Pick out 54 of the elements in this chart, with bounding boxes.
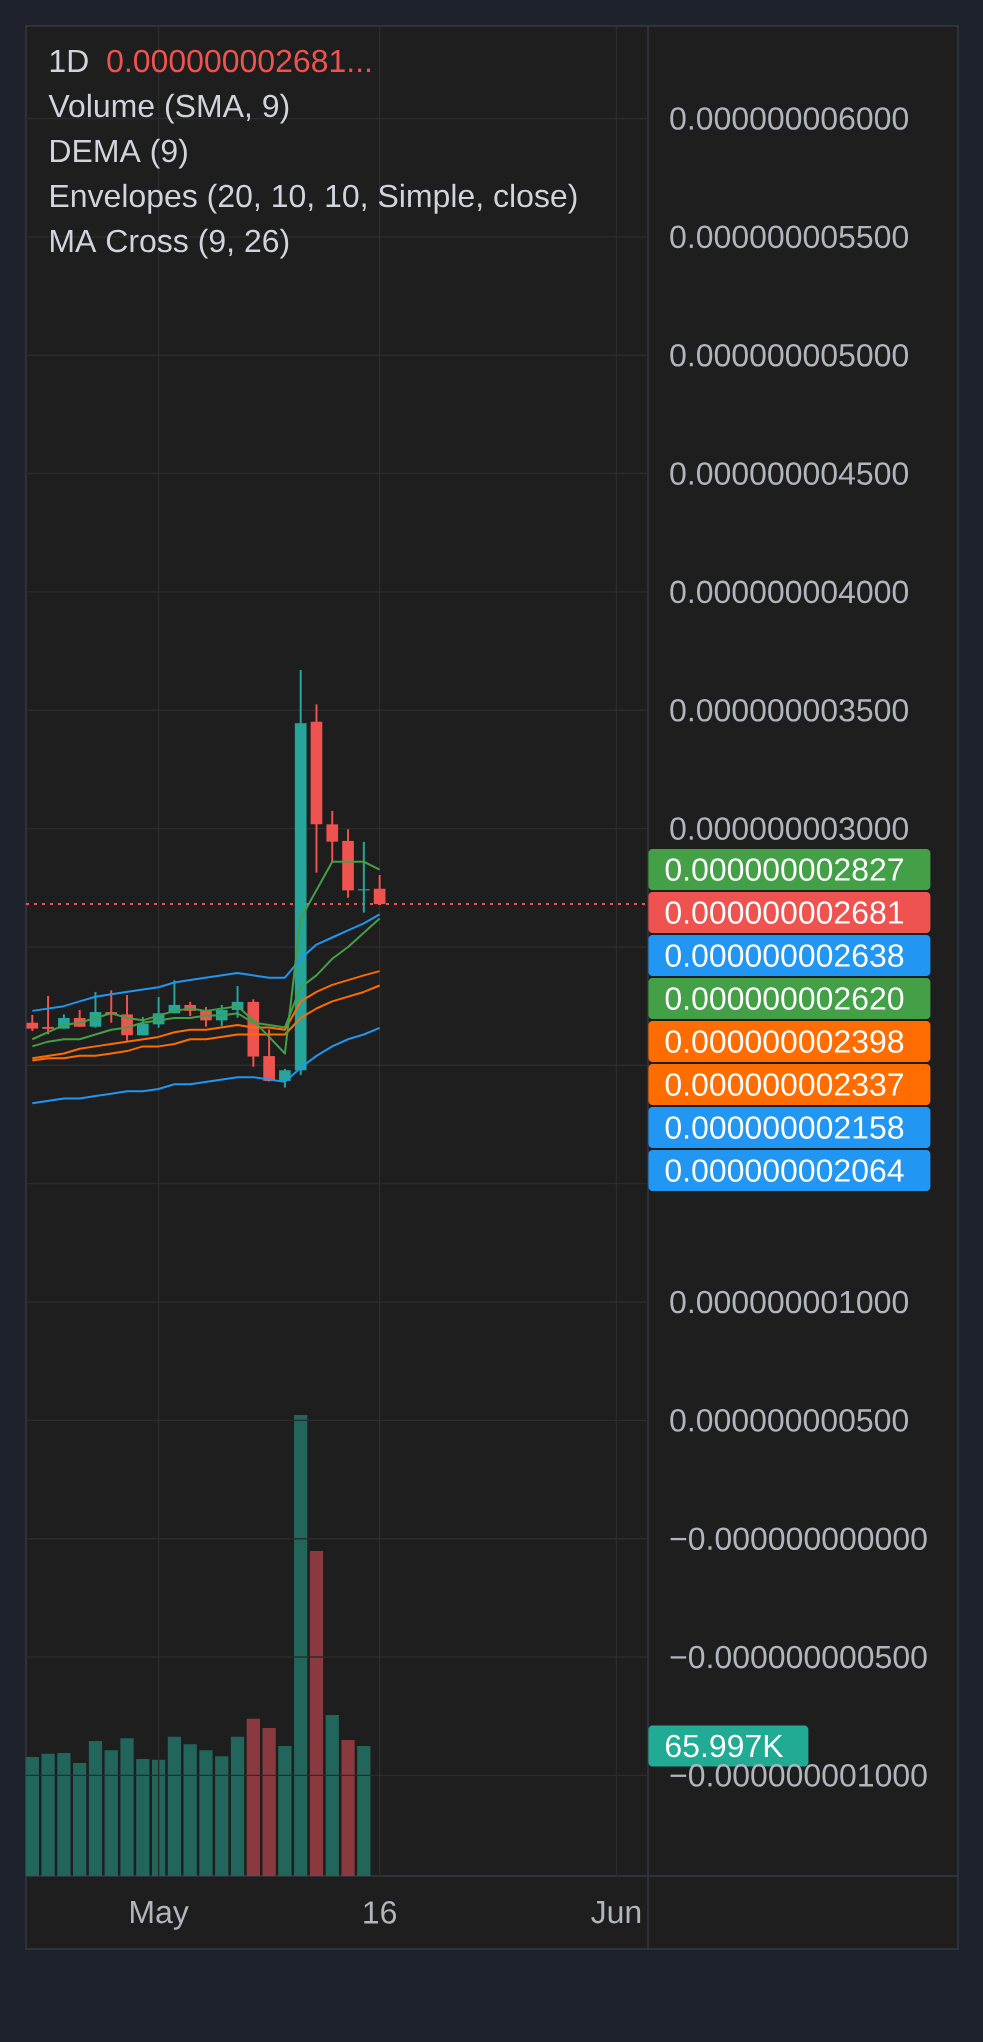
x-tick-label: May [131,1901,189,1930]
y-tick-label: 0.000000003000 [670,817,908,840]
y-tick-label: 0.000000001000 [670,1290,908,1314]
y-tick-label: 0.000000005500 [670,225,908,249]
bar [136,1758,150,1876]
annotation: Volume (SMA, 9) [48,93,289,124]
bar [41,1753,55,1876]
y-tick-label: 0.000000000500 [670,1409,908,1432]
annotation: Envelopes (20, 10, 10, Simple, close) [51,183,577,214]
bar [294,1414,308,1876]
y-tick-label: 0.000000004000 [670,580,908,604]
bar [151,1759,166,1876]
bar [341,1740,355,1876]
bar [230,1736,245,1876]
y-tick-label: 0.000000004500 [670,462,908,485]
annotation: DEMA (9) [51,138,187,169]
bar [25,1757,39,1876]
text: 0.000000002827 [665,858,903,881]
text: 0.000000002064 [665,1159,904,1182]
text: 0.000000002158 [665,1116,904,1139]
text: 0.000000002681... [107,49,371,73]
bar [167,1736,182,1876]
y-tick-label: 0.000000005000 [670,343,908,367]
text: 0.000000002638 [665,944,904,967]
bar [104,1750,118,1876]
bar [215,1756,229,1876]
text: 65.997K [666,1734,784,1758]
bar [73,1763,87,1876]
bar [120,1738,134,1876]
y-tick-label: −0.000000000500 [670,1645,927,1669]
x-tick-label: Jun [591,1901,641,1924]
y-tick-label: 0.000000006000 [670,107,908,130]
bar [88,1740,103,1876]
candlestick [326,809,339,864]
y-tick-label: 0.000000003500 [670,698,908,722]
annotation: MA Cross (9, 26) [51,228,289,259]
bar [278,1745,292,1876]
bar [199,1750,213,1876]
ref-line-label: 0.000000002681 [665,901,904,924]
text: 0.000000002337 [665,1073,903,1096]
y-tick-label: −0.000000000000 [670,1527,927,1551]
bar [309,1550,324,1876]
bar [262,1728,276,1876]
x-tick-label: 16 [364,1901,396,1924]
text: 0.000000002620 [665,987,904,1010]
candlestick [42,994,54,1036]
bar [57,1752,71,1876]
bar [183,1744,197,1876]
bar [246,1718,260,1876]
y-tick-label: −0.000000001000 [670,1764,927,1787]
text: 1D [50,49,88,72]
bar [357,1745,371,1876]
text: 0.000000002398 [665,1030,904,1053]
bar [325,1715,339,1876]
